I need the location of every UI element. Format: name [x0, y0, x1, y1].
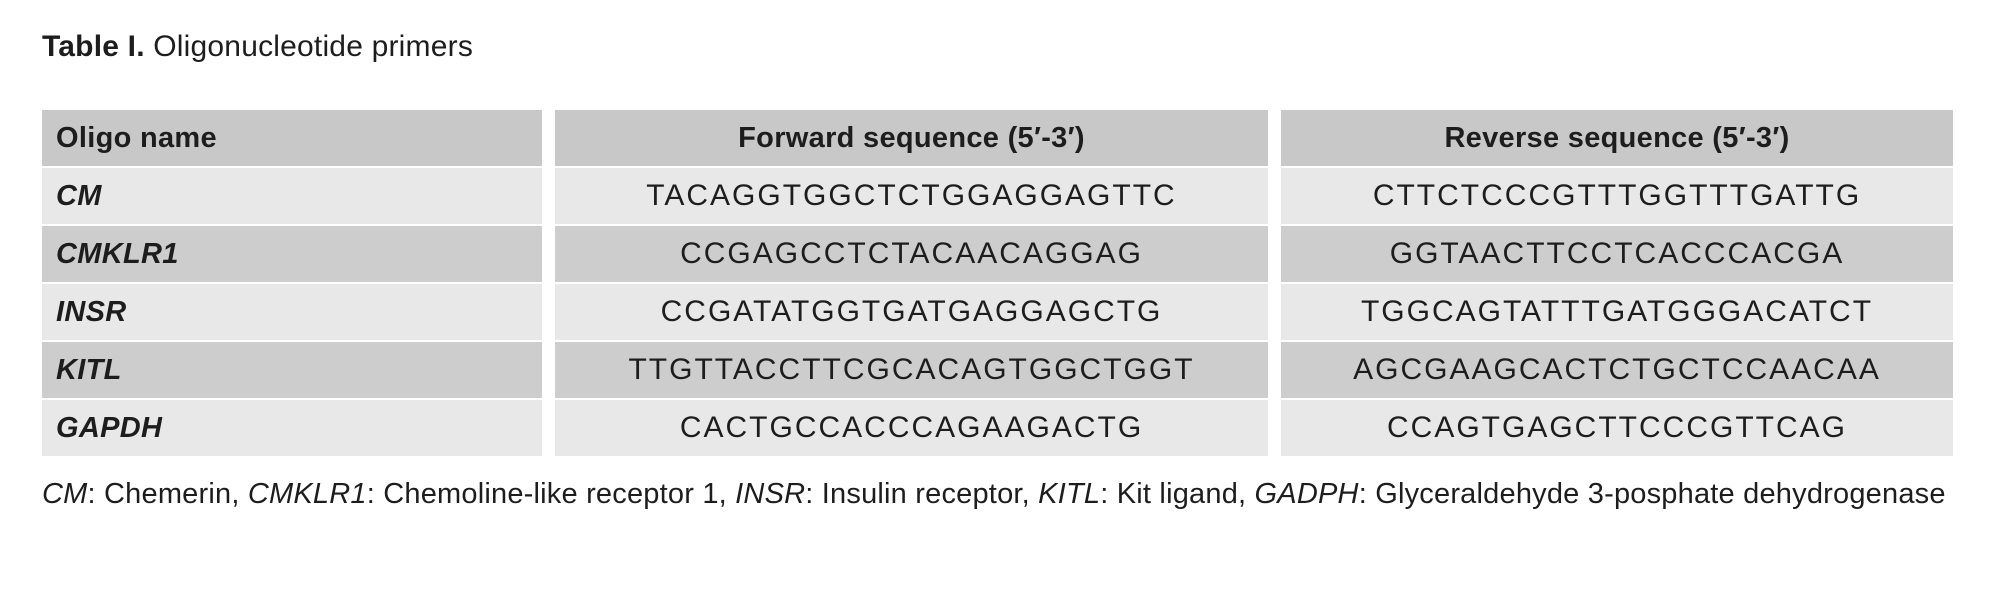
forward-sequence-cell: CCGAGCCTCTACAACAGGAG [555, 226, 1268, 282]
footnote-gene-abbrev: CM [42, 478, 88, 510]
footnote-text: : Insulin receptor, [805, 478, 1039, 510]
oligo-name-cell: CMKLR1 [42, 226, 542, 282]
table-title-label: Table I. [42, 30, 145, 63]
table-title-text: Oligonucleotide primers [144, 30, 474, 63]
footnote-gene-abbrev: INSR [735, 478, 806, 510]
footnote-text: : Chemoline-like receptor 1, [366, 478, 736, 510]
primers-table: Oligo name Forward sequence (5′-3′) Revers… [42, 110, 1953, 456]
oligo-name-cell: GAPDH [42, 400, 542, 456]
oligo-name-cell: CM [42, 168, 542, 224]
reverse-sequence-cell: TGGCAGTATTTGATGGGACATCT [1281, 284, 1953, 340]
footnote-gene-abbrev: GADPH [1254, 478, 1359, 510]
footnote-text: : Glyceraldehyde 3-posphate dehydrogenas… [1358, 478, 1946, 510]
table-title: Table I. Oligonucleotide primers [42, 30, 1960, 64]
forward-sequence-cell: CCGATATGGTGATGAGGAGCTG [555, 284, 1268, 340]
reverse-sequence-cell: CCAGTGAGCTTCCCGTTCAG [1281, 400, 1953, 456]
reverse-sequence-cell: GGTAACTTCCTCACCCACGA [1281, 226, 1953, 282]
column-header-oligo-name: Oligo name [42, 110, 542, 166]
footnote-text: : Kit ligand, [1100, 478, 1255, 510]
oligo-name-cell: INSR [42, 284, 542, 340]
column-header-reverse-sequence: Reverse sequence (5′-3′) [1281, 110, 1953, 166]
page: Table I. Oligonucleotide primers Oligo n… [42, 30, 1964, 514]
oligo-name-cell: KITL [42, 342, 542, 398]
reverse-sequence-cell: AGCGAAGCACTCTGCTCCAACAA [1281, 342, 1953, 398]
footnote-gene-abbrev: CMKLR1 [247, 478, 367, 510]
footnote-gene-abbrev: KITL [1038, 478, 1101, 510]
forward-sequence-cell: CACTGCCACCCAGAAGACTG [555, 400, 1268, 456]
forward-sequence-cell: TTGTTACCTTCGCACAGTGGCTGGT [555, 342, 1268, 398]
footnote-text: : Chemerin, [87, 478, 248, 510]
forward-sequence-cell: TACAGGTGGCTCTGGAGGAGTTC [555, 168, 1268, 224]
table-footnote: CM: Chemerin, CMKLR1: Chemoline-like rec… [42, 474, 1964, 514]
column-header-forward-sequence: Forward sequence (5′-3′) [555, 110, 1268, 166]
reverse-sequence-cell: CTTCTCCCGTTTGGTTTGATTG [1281, 168, 1953, 224]
